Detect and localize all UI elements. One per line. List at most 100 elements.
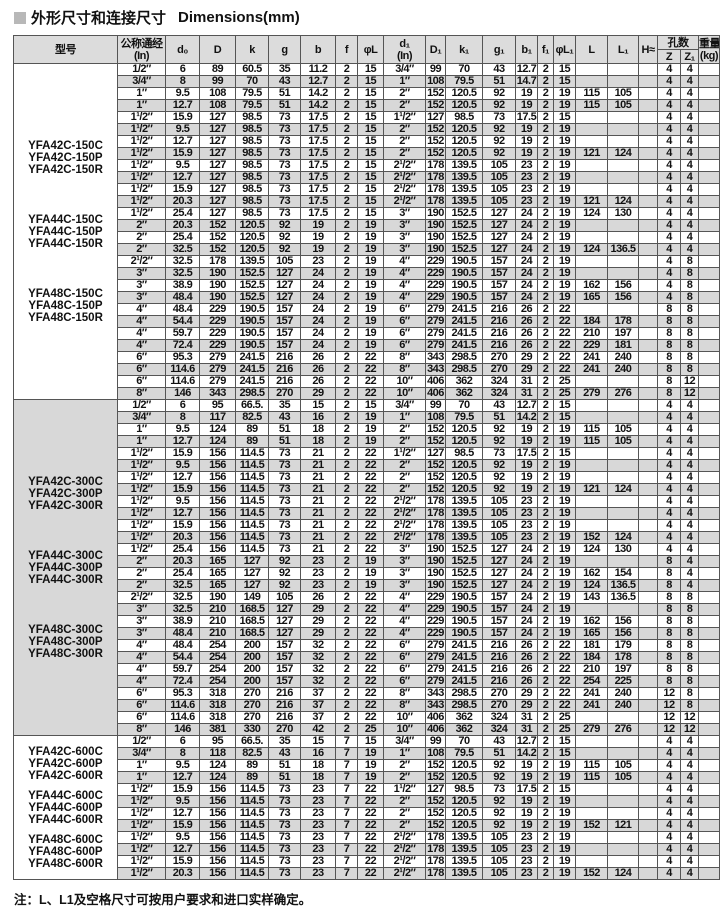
- table-cell: 23: [515, 531, 538, 544]
- table-cell: 120.5: [445, 135, 483, 148]
- table-cell: 19: [357, 435, 384, 448]
- model-name: YFA42C-150R: [28, 163, 103, 176]
- table-cell: 178: [425, 159, 446, 172]
- table-cell: 22: [357, 855, 384, 868]
- table-cell: 120.5: [445, 807, 483, 820]
- table-cell: 8: [680, 351, 699, 364]
- table-cell: 120.5: [235, 231, 269, 244]
- model-name: YFA44C-150C: [28, 213, 103, 226]
- table-cell: 2″: [383, 135, 426, 148]
- table-cell: [638, 135, 658, 148]
- table-row: 6″ 114.6 279 241.5 216 26 2 22 8″ 343 298.5 270 29 2 2…: [14, 363, 720, 376]
- table-cell: 22: [357, 831, 384, 844]
- table-cell: [698, 699, 720, 712]
- table-cell: 73: [268, 483, 301, 496]
- table-cell: 98.5: [235, 111, 269, 124]
- table-cell: 4″: [117, 663, 166, 676]
- table-cell: 241.5: [445, 675, 483, 688]
- table-cell: 8: [657, 303, 681, 316]
- table-cell: [575, 459, 608, 472]
- table-cell: 2: [537, 447, 554, 460]
- table-cell: 4: [680, 411, 699, 424]
- table-cell: 4: [657, 291, 681, 304]
- table-cell: 15: [553, 447, 576, 460]
- table-cell: 2: [537, 855, 554, 868]
- table-cell: 73: [268, 471, 301, 484]
- table-cell: 120.5: [445, 459, 483, 472]
- table-cell: 3″: [383, 219, 426, 232]
- table-cell: 15: [357, 195, 384, 208]
- table-cell: [638, 819, 658, 832]
- table-cell: 152: [425, 147, 446, 160]
- table-cell: 8: [657, 627, 681, 640]
- table-cell: 31: [515, 711, 538, 724]
- table-row: 1″ 12.7 124 89 51 18 2 19 2″ 152 120.5 92 19 2 19 115 10…: [14, 435, 720, 448]
- table-cell: 4″: [117, 315, 166, 328]
- table-cell: 143: [575, 591, 608, 604]
- table-row: 3″ 48.4 210 168.5 127 29 2 22 4″ 229 190.5 157 24 2 19…: [14, 627, 720, 640]
- table-cell: 73: [268, 507, 301, 520]
- table-cell: 156: [199, 831, 236, 844]
- table-row: YFA42C-600C YFA42C-600P YFA42C-600R YFA44C-…: [13, 735, 720, 880]
- table-cell: 51: [482, 75, 516, 88]
- table-cell: 229: [199, 339, 236, 352]
- table-cell: [638, 495, 658, 508]
- table-cell: 95.3: [165, 351, 200, 364]
- table-cell: 120.5: [445, 87, 483, 100]
- table-cell: 4: [680, 75, 699, 88]
- table-cell: [607, 171, 639, 184]
- table-cell: 17.5: [300, 207, 336, 220]
- table-cell: 19: [553, 171, 576, 184]
- table-cell: 32: [300, 639, 336, 652]
- table-cell: 254: [199, 663, 236, 676]
- table-cell: 73: [268, 831, 301, 844]
- table-cell: [698, 531, 720, 544]
- table-cell: 9.5: [165, 795, 200, 808]
- model-cell: YFA42C-600C YFA42C-600P YFA42C-600R YFA44C-…: [13, 735, 118, 880]
- table-cell: 4: [657, 531, 681, 544]
- table-cell: [638, 279, 658, 292]
- table-cell: 73: [268, 123, 301, 136]
- table-row: 1¹/2″ 12.7 156 114.5 73 21 2 22 2″ 152 120.5 92 19 2 1…: [14, 471, 720, 484]
- table-cell: 73: [482, 783, 516, 796]
- table-cell: 343: [425, 699, 446, 712]
- table-cell: 343: [425, 363, 446, 376]
- model-set: YFA48C-150C YFA48C-150P YFA48C-150R: [15, 288, 117, 324]
- table-cell: 4: [657, 219, 681, 232]
- table-cell: 127: [199, 159, 236, 172]
- table-cell: 3/4″: [383, 735, 426, 748]
- table-cell: 21: [300, 495, 336, 508]
- table-cell: [638, 783, 658, 796]
- table-cell: 98.5: [235, 123, 269, 136]
- table-cell: 4: [657, 279, 681, 292]
- table-cell: [698, 195, 720, 208]
- table-cell: 8: [165, 411, 200, 424]
- table-cell: [698, 159, 720, 172]
- table-cell: 4″: [383, 615, 426, 628]
- table-cell: 127: [482, 555, 516, 568]
- table-cell: 1¹/2″: [117, 195, 166, 208]
- table-cell: [575, 63, 608, 76]
- table-cell: 15: [553, 735, 576, 748]
- table-cell: 216: [482, 651, 516, 664]
- table-cell: 17.5: [515, 111, 538, 124]
- model-name: YFA44C-600P: [28, 801, 103, 814]
- table-cell: 17.5: [300, 111, 336, 124]
- table-cell: [698, 447, 720, 460]
- table-cell: 254: [199, 639, 236, 652]
- table-cell: 152: [425, 135, 446, 148]
- table-cell: 8: [680, 699, 699, 712]
- table-cell: 229: [425, 627, 446, 640]
- table-cell: 2: [537, 111, 554, 124]
- table-cell: 98.5: [445, 783, 483, 796]
- table-row: 4″ 72.4 229 190.5 157 24 2 19 6″ 279 241.5 216 26 2 22…: [14, 339, 720, 352]
- table-cell: 105: [268, 591, 301, 604]
- table-cell: 12.7: [165, 435, 200, 448]
- table-cell: 21: [300, 531, 336, 544]
- table-cell: 2¹/2″: [117, 591, 166, 604]
- table-cell: [607, 603, 639, 616]
- table-cell: [698, 807, 720, 820]
- table-cell: 19: [553, 123, 576, 136]
- table-cell: 4: [657, 759, 681, 772]
- table-cell: 6″: [383, 651, 426, 664]
